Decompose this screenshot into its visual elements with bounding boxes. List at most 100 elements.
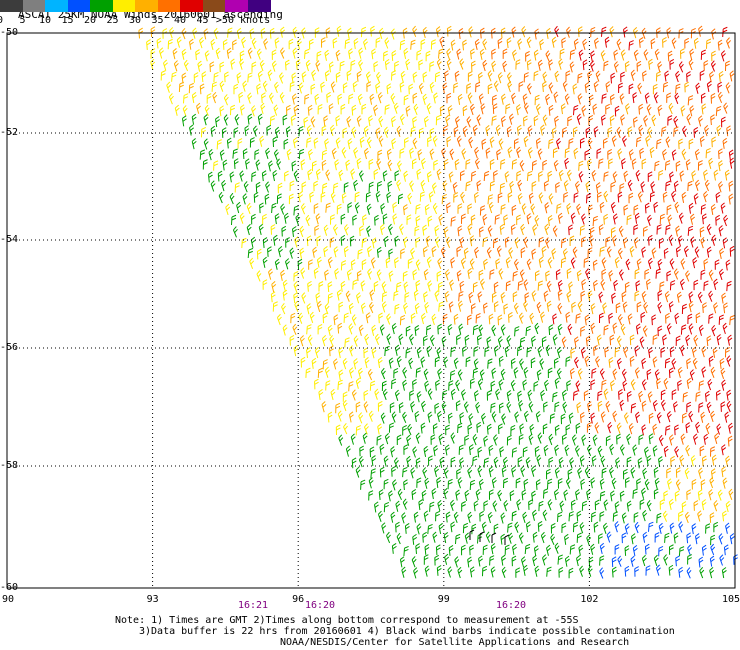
wind-barb — [482, 302, 488, 314]
wind-barb — [554, 467, 560, 479]
wind-barb — [584, 355, 590, 367]
wind-barb — [599, 555, 605, 566]
wind-barb — [644, 446, 649, 458]
wind-barb — [348, 323, 354, 335]
wind-barb — [268, 92, 274, 104]
wind-barb — [478, 324, 484, 336]
wind-barb — [637, 191, 643, 203]
wind-barb — [708, 157, 714, 170]
wind-barb — [470, 378, 475, 389]
wind-barb — [558, 58, 564, 70]
wind-barb — [310, 83, 316, 95]
legend-swatch — [247, 0, 271, 12]
wind-barb — [695, 179, 700, 191]
wind-barb — [726, 125, 732, 137]
wind-barb — [242, 80, 248, 92]
wind-barb — [251, 171, 257, 182]
wind-barb — [547, 499, 553, 511]
wind-barb — [533, 49, 539, 61]
wind-barb — [414, 324, 420, 336]
wind-barb — [532, 224, 538, 236]
wind-barb — [384, 345, 390, 357]
wind-barb — [423, 291, 428, 303]
wind-barb — [665, 224, 671, 235]
wind-barb — [243, 181, 249, 193]
wind-barb — [422, 71, 428, 83]
wind-barb — [224, 71, 229, 83]
wind-barb — [724, 411, 730, 423]
wind-barb — [550, 522, 556, 534]
wind-barb — [435, 510, 441, 522]
wind-barb — [525, 457, 531, 469]
wind-barb — [507, 80, 513, 93]
wind-barb — [420, 400, 426, 413]
wind-barb — [674, 92, 680, 104]
wind-barb — [700, 411, 706, 423]
wind-barb — [348, 381, 354, 392]
wind-barb — [343, 423, 348, 435]
latitude-label: -52 — [0, 127, 19, 138]
wind-barb — [324, 269, 330, 281]
wind-barb — [664, 532, 670, 543]
wind-barb — [647, 214, 652, 226]
wind-barb — [407, 192, 413, 205]
wind-barb — [585, 335, 591, 347]
color-legend: 051015202530354045>50 knots — [0, 0, 300, 30]
wind-barb — [262, 80, 268, 92]
wind-barb — [662, 81, 669, 93]
wind-barb — [307, 148, 313, 161]
wind-barb — [386, 333, 392, 345]
wind-barb — [617, 191, 623, 203]
wind-barb — [370, 25, 375, 37]
wind-barb — [438, 281, 443, 293]
wind-barb — [395, 521, 400, 533]
wind-barb — [425, 235, 431, 247]
wind-barb — [455, 379, 461, 392]
wind-barb — [532, 531, 538, 543]
wind-barb — [630, 467, 636, 479]
wind-barb — [273, 104, 279, 116]
wind-barb — [445, 114, 451, 126]
wind-barb — [385, 257, 391, 269]
wind-barb — [718, 148, 723, 160]
legend-swatch — [135, 0, 158, 12]
wind-barb — [394, 389, 400, 401]
wind-barb — [708, 290, 714, 302]
wind-barb — [166, 81, 172, 93]
wind-barb — [572, 126, 578, 138]
wind-barb — [411, 158, 417, 170]
wind-barb — [510, 357, 516, 369]
wind-barb — [529, 312, 535, 325]
wind-barb — [644, 543, 650, 555]
wind-barb — [622, 135, 627, 147]
wind-barb — [461, 389, 466, 401]
wind-barb — [497, 72, 503, 84]
wind-barb — [703, 60, 709, 71]
wind-barb — [324, 49, 330, 61]
wind-barb — [371, 48, 377, 60]
wind-barb — [338, 434, 344, 446]
wind-barb — [714, 259, 720, 270]
wind-barb — [277, 182, 283, 194]
wind-barb — [675, 479, 681, 491]
wind-barb — [374, 388, 380, 400]
wind-barb — [493, 301, 499, 312]
wind-barb — [526, 213, 532, 225]
wind-barb — [544, 202, 550, 214]
wind-barb — [532, 554, 538, 567]
wind-barb — [493, 281, 499, 293]
wind-barb — [711, 28, 717, 40]
wind-barb — [695, 82, 701, 94]
wind-barb — [252, 125, 258, 137]
wind-barb — [374, 501, 379, 513]
wind-barb — [159, 47, 164, 59]
wind-barb — [722, 510, 727, 522]
wind-barb — [699, 70, 705, 81]
wind-barb — [566, 267, 572, 279]
wind-barb — [603, 388, 609, 400]
wind-barb — [685, 270, 691, 282]
wind-barb — [726, 355, 732, 367]
wind-barb — [608, 312, 614, 324]
wind-barb — [682, 125, 687, 138]
wind-barb — [366, 136, 372, 149]
